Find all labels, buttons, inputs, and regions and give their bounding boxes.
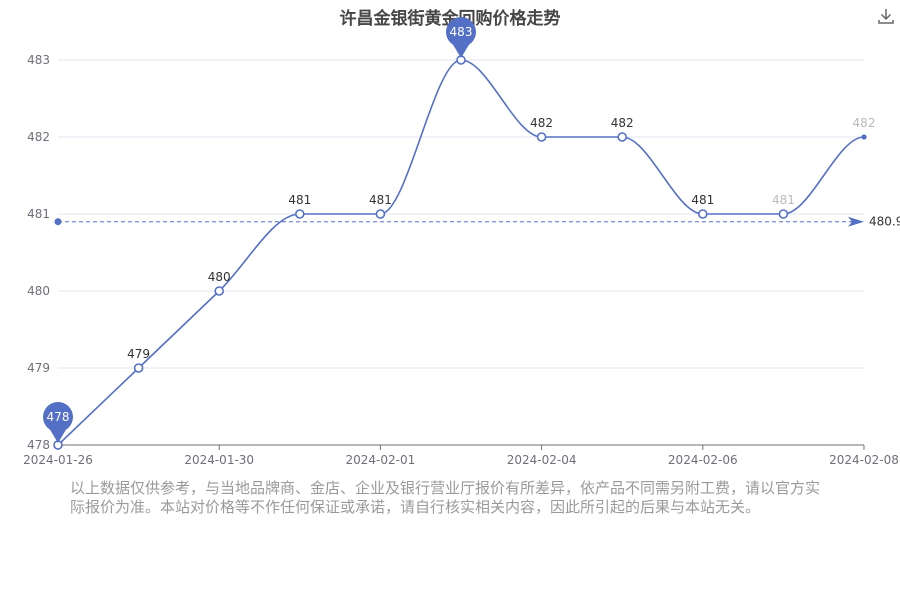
data-label: 482: [611, 116, 634, 130]
data-point: [133, 363, 144, 373]
chart-title: 许昌金银街黄金回购价格走势: [339, 9, 561, 29]
y-tick-label: 482: [27, 130, 50, 144]
x-tick-label: 2024-01-26: [23, 453, 93, 467]
series-line: [53, 55, 867, 450]
axes: 478 479 480 481 482 483 2024-01-26 2024-01-30 20…: [23, 53, 899, 467]
data-label: 481: [288, 193, 311, 207]
download-icon[interactable]: [876, 6, 896, 26]
min-marker-pin: [43, 402, 73, 432]
data-label: 480: [208, 270, 231, 284]
data-point: [617, 132, 628, 142]
data-label: 479: [127, 347, 150, 361]
y-tick-label: 483: [27, 53, 50, 67]
max-marker-pin: [446, 17, 476, 47]
average-line: 480.9: [54, 215, 900, 229]
markers: 483 478: [43, 17, 476, 443]
max-marker-label: 483: [450, 25, 473, 39]
data-point: [214, 286, 224, 296]
y-tick-label: 481: [27, 207, 50, 221]
data-labels: 479 480 481 481 482 482 481 481 482: [127, 116, 875, 361]
average-line-arrow: [848, 216, 864, 227]
data-label: 481: [369, 193, 392, 207]
data-point: [697, 209, 708, 219]
y-tick-label: 478: [27, 438, 50, 452]
data-label: 482: [530, 116, 553, 130]
min-marker-label: 478: [47, 410, 70, 424]
data-point: [861, 134, 867, 140]
disclaimer-text: 以上数据仅供参考，与当地品牌商、金店、企业及银行营业厅报价有所差异，依产品不同需…: [70, 479, 821, 516]
y-tick-label: 479: [27, 361, 50, 375]
data-label: 482: [853, 116, 876, 130]
y-tick-label: 480: [27, 284, 50, 298]
average-line-label: 480.9: [869, 215, 900, 229]
x-tick-label: 2024-02-08: [829, 453, 899, 467]
line-chart: 478 479 480 481 482 483 2024-01-26 2024-01-30 20…: [23, 17, 900, 467]
data-label: 481: [691, 193, 714, 207]
data-point: [294, 209, 305, 219]
x-tick-label: 2024-02-04: [507, 453, 577, 467]
data-label: 481: [772, 193, 795, 207]
x-tick-label: 2024-02-01: [346, 453, 416, 467]
series-line-path: [57, 59, 865, 446]
data-point: [778, 209, 789, 219]
data-point: [375, 209, 386, 219]
data-point: [536, 132, 547, 142]
min-marker-tip: [49, 428, 67, 443]
x-tick-label: 2024-01-30: [184, 453, 254, 467]
x-tick-label: 2024-02-06: [668, 453, 738, 467]
max-marker-tip: [452, 43, 470, 58]
